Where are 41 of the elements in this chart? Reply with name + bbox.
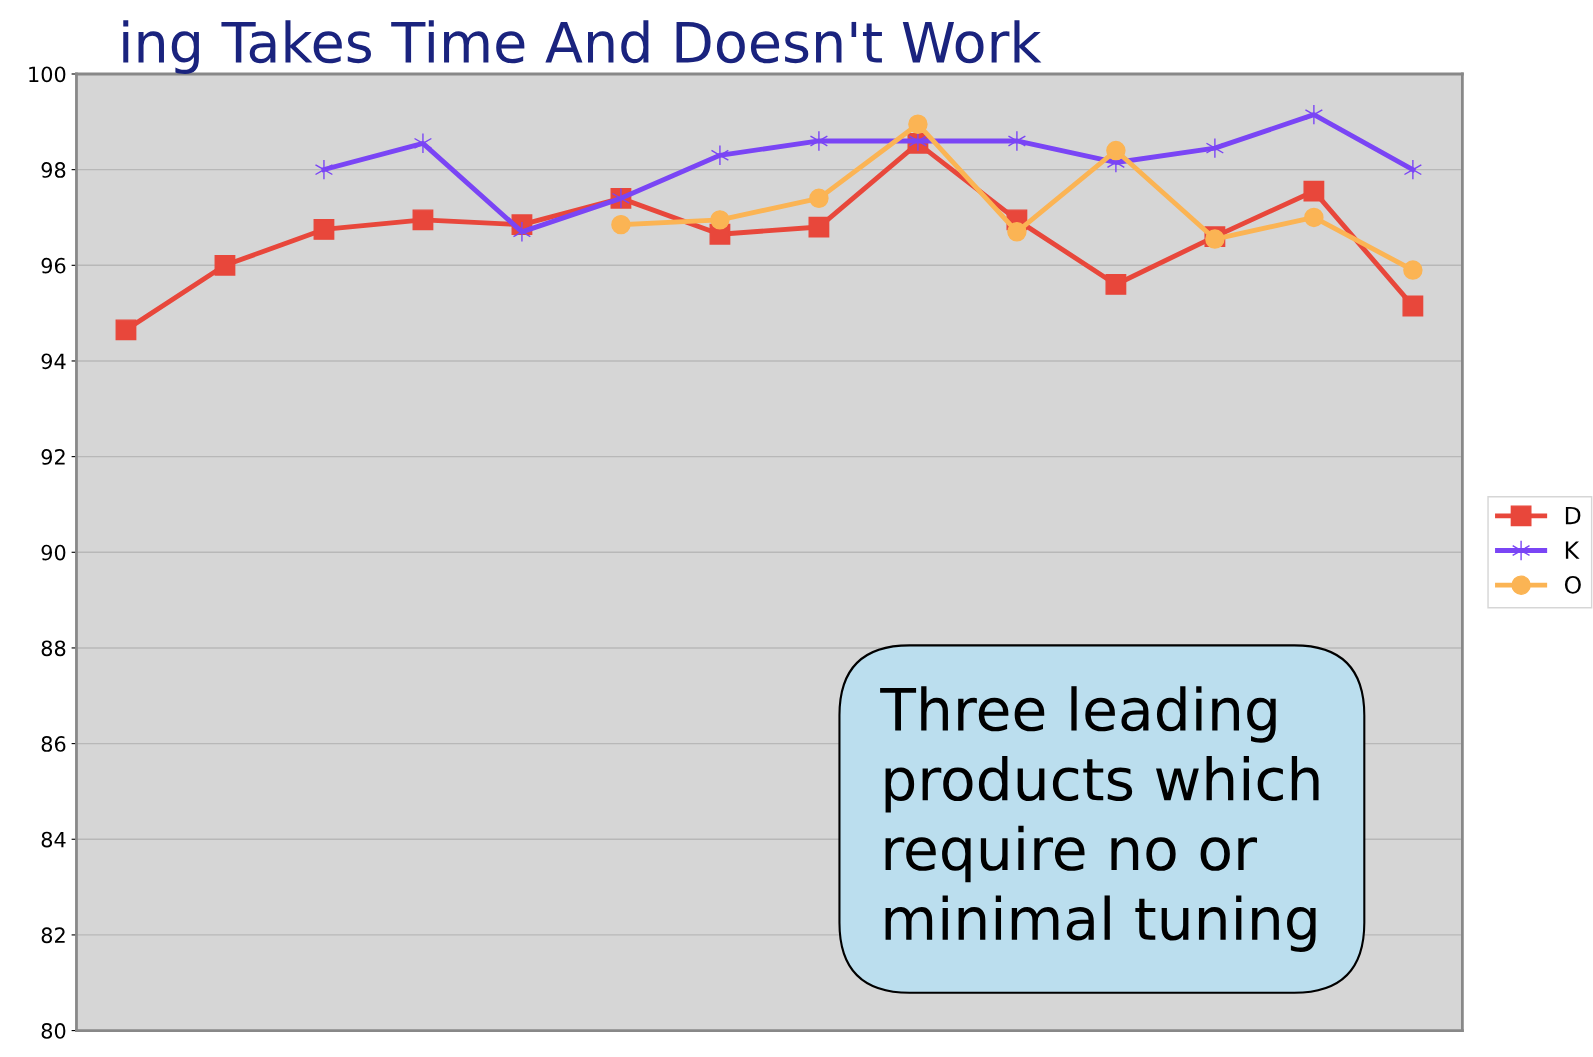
y-tick-label: 94 (41, 353, 66, 370)
y-tick-label: 100 (29, 66, 66, 83)
chart-title: ing Takes Time And Doesn't Work (123, 20, 1042, 74)
y-tick-label: 80 (41, 1023, 66, 1039)
point (1007, 130, 1027, 152)
point (115, 319, 137, 341)
legend-label: K (1565, 541, 1580, 559)
y-tick-label: 98 (41, 162, 66, 178)
point (611, 214, 631, 235)
point (710, 144, 730, 166)
point (1303, 180, 1325, 202)
y-tick-label: 92 (41, 449, 65, 465)
point (908, 114, 928, 134)
point (214, 254, 236, 276)
point (314, 159, 334, 181)
point (1304, 104, 1323, 126)
annotation: Three leading products which require no or minimal tuning (880, 686, 1319, 952)
legend-label: O (1564, 575, 1581, 594)
point (1007, 222, 1027, 242)
point (809, 188, 829, 209)
y-tick-label: 84 (41, 831, 66, 848)
point (413, 132, 433, 154)
point (1105, 274, 1127, 295)
y-tick-label: 88 (41, 640, 66, 657)
point (1106, 140, 1126, 161)
legend-label: D (1565, 506, 1581, 525)
y-tick-label: 90 (41, 544, 66, 561)
point (809, 130, 829, 152)
point (1402, 295, 1424, 317)
y-tick-label: 96 (41, 257, 66, 274)
y-tick-label: 82 (41, 927, 65, 944)
point (313, 219, 335, 240)
point (808, 216, 830, 238)
point (1403, 159, 1422, 181)
point (710, 210, 730, 230)
point (412, 209, 434, 231)
point (1403, 260, 1423, 280)
point (1205, 137, 1225, 159)
point (512, 221, 532, 243)
y-tick-label: 86 (41, 736, 66, 752)
point (1304, 207, 1324, 228)
